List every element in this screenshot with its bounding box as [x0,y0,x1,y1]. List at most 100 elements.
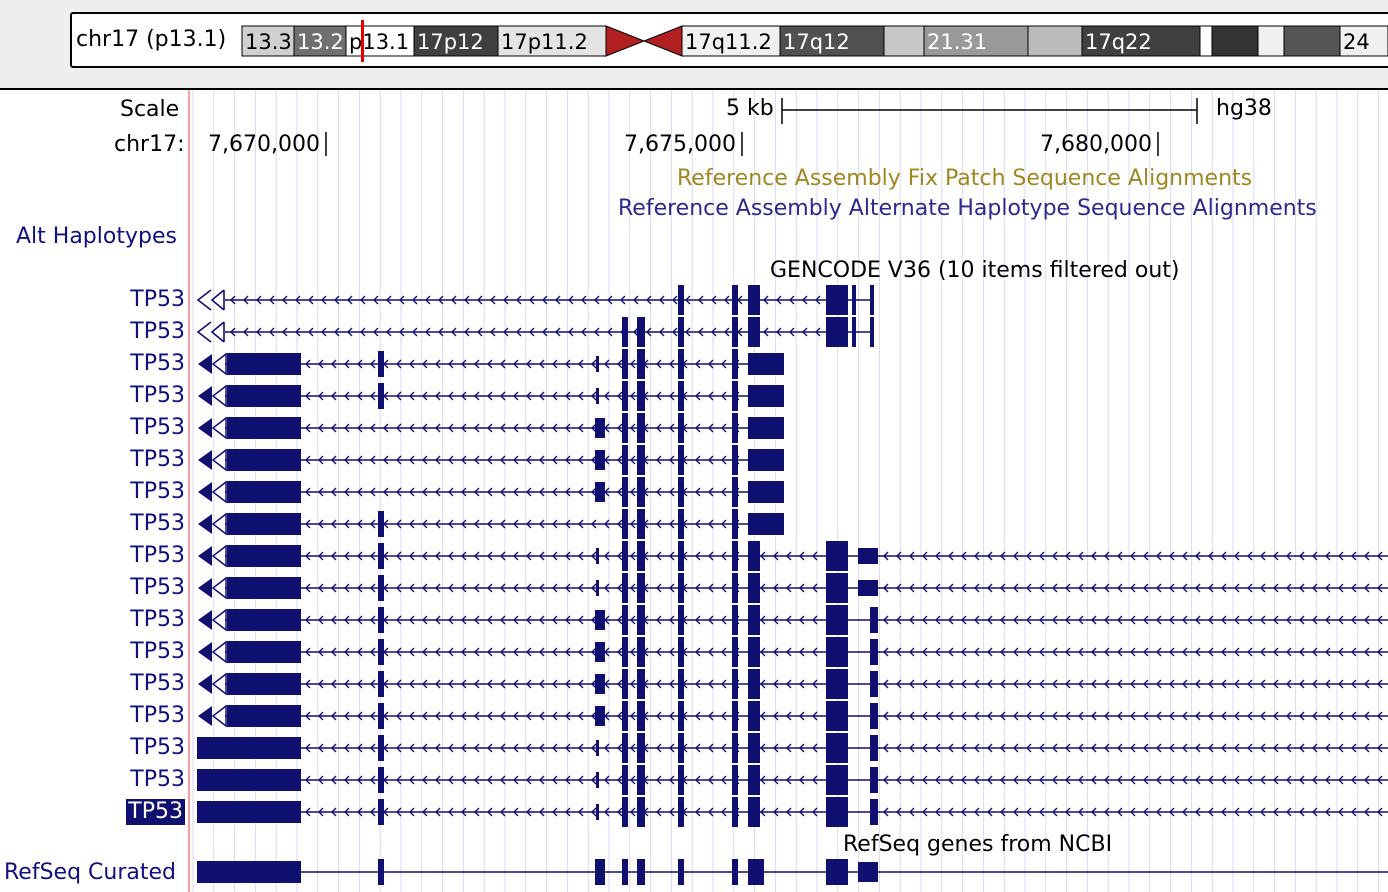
strand-arrow [357,583,363,593]
strand-arrow [724,295,730,305]
strand-arrow [318,583,324,593]
strand-arrow [1325,551,1331,561]
start-arrow [198,514,212,534]
gene-label-tp53[interactable]: TP53 [130,703,185,728]
strand-arrow [909,615,915,625]
strand-arrow [1000,711,1006,721]
fix-patch-track-title[interactable]: Reference Assembly Fix Patch Sequence Al… [677,166,1253,191]
strand-arrow [961,807,967,817]
strand-arrow [1364,775,1370,785]
refseq-track-title[interactable]: RefSeq genes from NCBI [843,832,1113,857]
strand-arrow [656,615,662,625]
strand-arrow [1078,647,1084,657]
exon-block [748,669,760,699]
strand-arrow [448,647,454,657]
gene-label-tp53[interactable]: TP53 [130,351,185,376]
strand-arrow [487,455,493,465]
gene-label-tp53[interactable]: TP53 [130,447,185,472]
strand-arrow [1130,615,1136,625]
strand-arrow [1156,583,1162,593]
exon-block [678,349,684,379]
strand-arrow [1039,711,1045,721]
strand-arrow [422,615,428,625]
strand-arrow [448,551,454,561]
alt-haplotypes-track-label[interactable]: Alt Haplotypes [16,224,177,249]
track-image[interactable] [0,90,1388,892]
strand-arrow [578,711,584,721]
exon-block [378,703,384,729]
strand-arrow [922,775,928,785]
strand-arrow [909,807,915,817]
exon-block [678,509,684,539]
gencode-track-title[interactable]: GENCODE V36 (10 items filtered out) [770,258,1180,283]
strand-arrow [669,743,675,753]
position-tick-3: 7,680,000 [1040,132,1152,157]
strand-arrow [633,327,639,337]
strand-arrow [409,711,415,721]
alt-haplotype-track-title[interactable]: Reference Assembly Alternate Haplotype S… [618,196,1317,221]
strand-arrow [1130,743,1136,753]
strand-arrow [331,551,337,561]
strand-arrow [656,711,662,721]
strand-arrow [435,807,441,817]
strand-arrow [1052,583,1058,593]
exon-block [748,859,764,885]
strand-arrow [1078,711,1084,721]
gene-label-tp53[interactable]: TP53 [130,415,185,440]
exon-block [732,859,738,885]
strand-arrow [974,615,980,625]
strand-arrow [435,583,441,593]
strand-arrow [513,679,519,689]
strand-arrow [604,359,610,369]
gene-label-tp53[interactable]: TP53 [130,511,185,536]
strand-arrow [357,391,363,401]
gene-label-tp53[interactable]: TP53 [130,319,185,344]
refseq-curated-label[interactable]: RefSeq Curated [4,860,176,885]
gene-label-tp53[interactable]: TP53 [130,671,185,696]
strand-arrow [1182,551,1188,561]
strand-arrow [1208,743,1214,753]
exon-block [622,509,628,539]
strand-arrow [721,679,727,689]
strand-arrow [331,647,337,657]
strand-arrow [526,519,532,529]
gene-label-tp53[interactable]: TP53 [130,639,185,664]
chromosome-ideogram[interactable]: 13.3 13.2 p13.1 17p12 17p11.2 17q11.2 17q12 21.… [0,0,1388,88]
strand-arrow [487,423,493,433]
strand-arrow [331,743,337,753]
strand-arrow [672,295,678,305]
strand-arrow [370,359,376,369]
strand-arrow [396,775,402,785]
strand-arrow [396,647,402,657]
gene-label-tp53[interactable]: TP53 [130,767,185,792]
strand-arrow [318,391,324,401]
strand-arrow [513,391,519,401]
gene-label-tp53[interactable]: TP53 [130,287,185,312]
strand-arrow [305,711,311,721]
genome-browser-tracks[interactable]: Scale 5 kb hg38 chr17: 7,670,000 7,675,0… [0,90,1388,892]
strand-arrow [1052,647,1058,657]
strand-arrow [422,487,428,497]
strand-arrow [318,711,324,721]
strand-arrow [617,775,623,785]
strand-arrow [815,295,821,305]
strand-arrow [812,615,818,625]
gene-label-tp53[interactable]: TP53 [130,543,185,568]
gene-label-tp53[interactable]: TP53 [130,479,185,504]
strand-arrow [987,551,993,561]
gene-label-tp53[interactable]: TP53 [130,607,185,632]
exon-block [826,637,848,667]
strand-arrow [552,487,558,497]
strand-arrow [1117,679,1123,689]
strand-arrow [448,775,454,785]
gene-label-tp53[interactable]: TP53 [130,735,185,760]
gene-label-tp53[interactable]: TP53 [130,575,185,600]
gene-label-tp53[interactable]: TP53 [126,799,185,825]
exon-block [637,381,645,411]
strand-arrow [1143,743,1149,753]
strand-arrow [1182,711,1188,721]
strand-arrow [1065,775,1071,785]
gene-label-tp53[interactable]: TP53 [130,383,185,408]
position-tick-1: 7,670,000 [208,132,320,157]
strand-arrow [539,391,545,401]
